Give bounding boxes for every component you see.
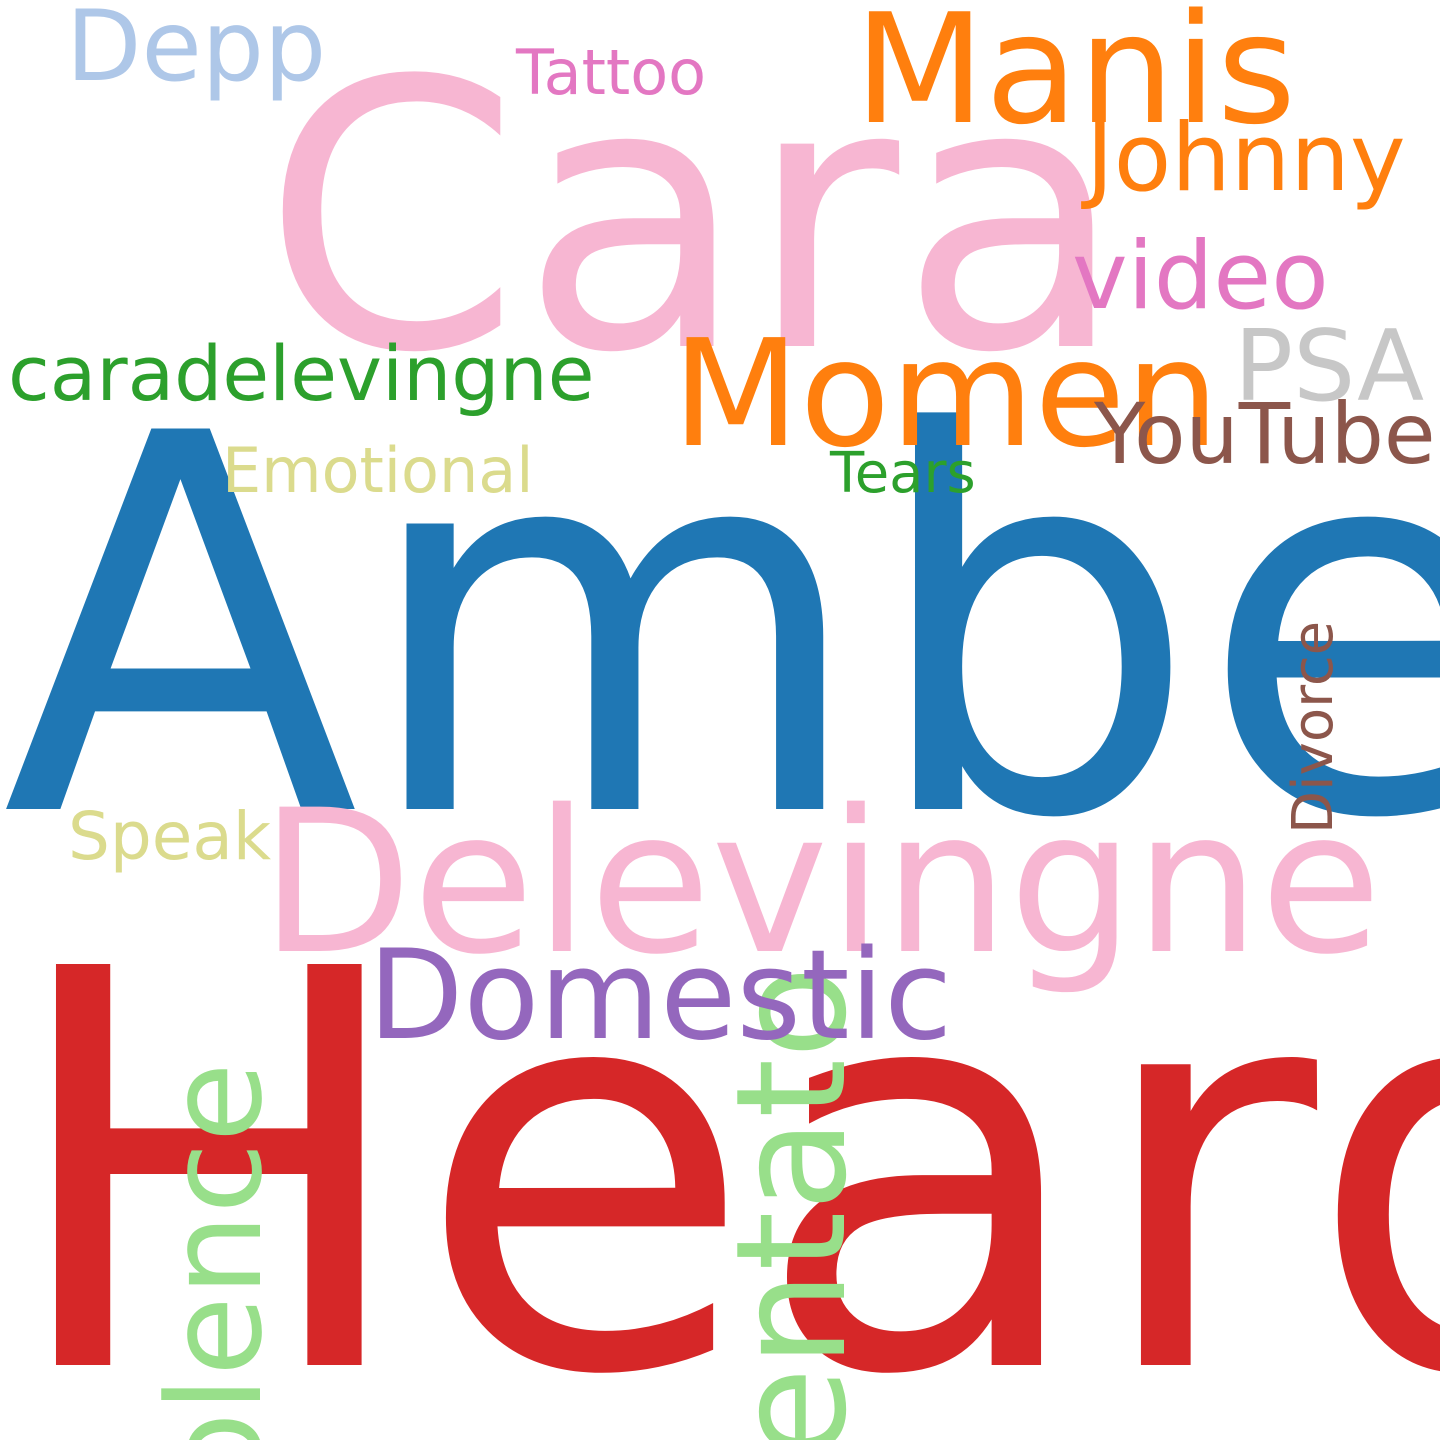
word-domestic: Domestic <box>368 924 953 1068</box>
word-johnny: Johnny <box>1086 104 1406 213</box>
word-heard: Heard <box>2 854 1440 1440</box>
word-delevingne: Delevingne <box>260 767 1382 998</box>
word-video: video <box>1072 222 1329 331</box>
word-violence: Violence <box>139 1062 291 1440</box>
word-depp: Depp <box>66 0 327 104</box>
word-psa: PSA <box>1234 310 1425 424</box>
word-divorce: Divorce <box>1281 620 1346 834</box>
word-emotional: Emotional <box>222 434 534 507</box>
word-speak: Speak <box>68 798 272 875</box>
word-manis: Manis <box>854 0 1297 158</box>
word-momen: Momen <box>672 308 1220 480</box>
word-caradelevingne: caradelevingne <box>8 329 595 418</box>
word-amber: Amber <box>2 325 1440 933</box>
word-cara: Cara <box>262 4 1126 434</box>
word-tattoo: Tattoo <box>516 36 707 109</box>
word-tears: Tears <box>830 441 976 506</box>
word-youtube: YouTube <box>1094 385 1436 483</box>
